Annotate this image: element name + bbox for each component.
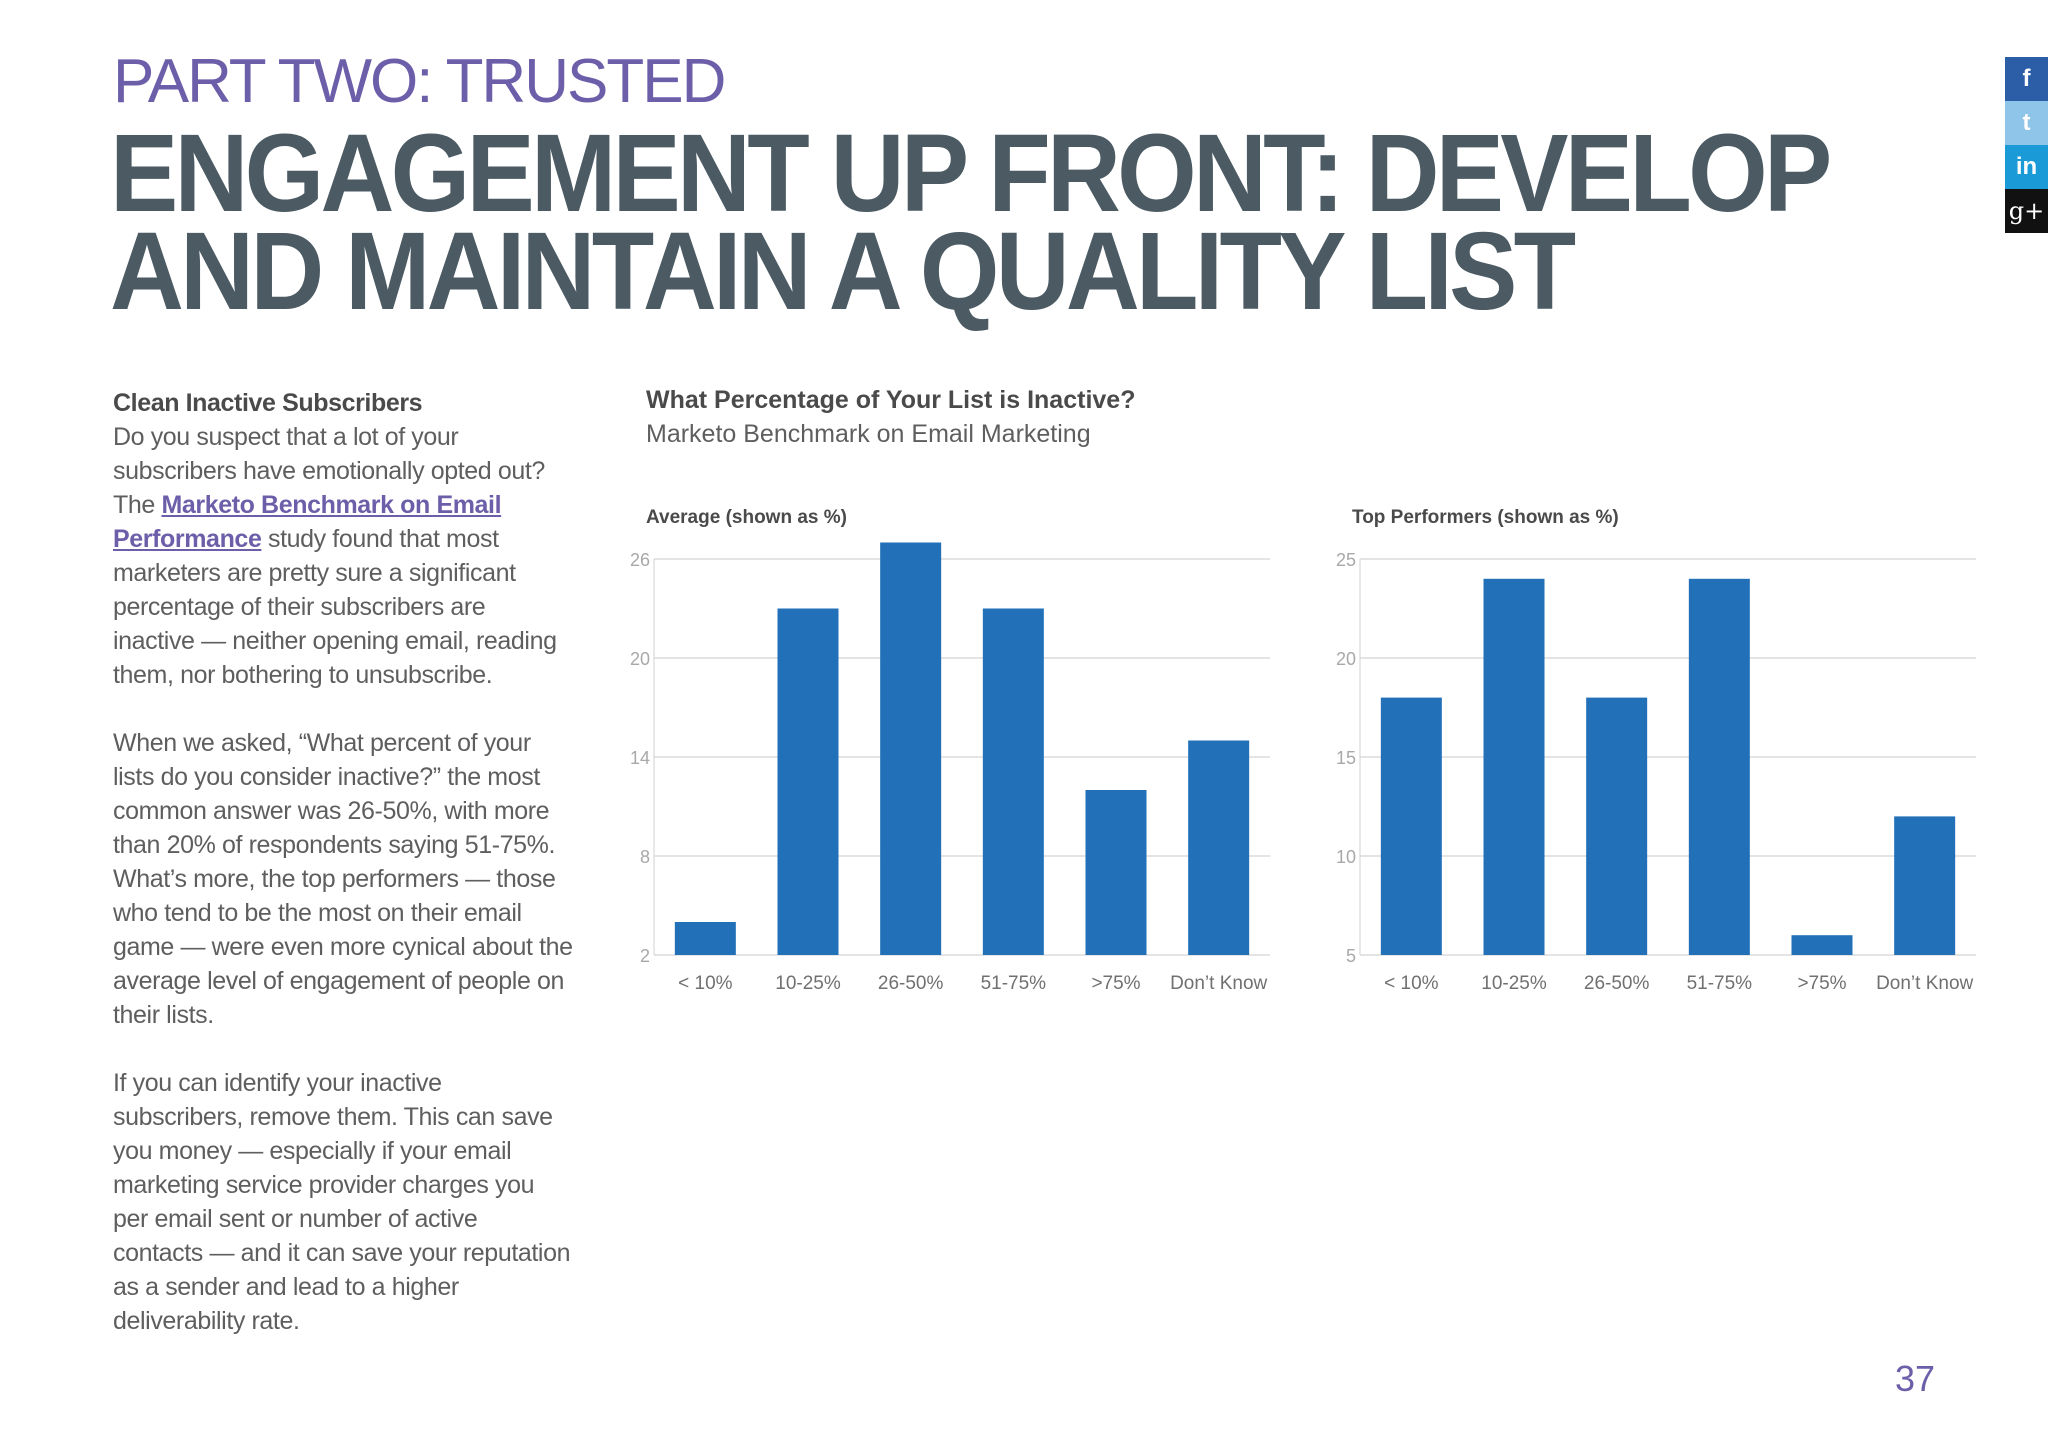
bar: [1483, 578, 1545, 955]
paragraph-3: If you can identify your inactive subscr…: [113, 1069, 571, 1335]
bar: [777, 608, 839, 955]
x-tick-label: >75%: [1091, 973, 1140, 994]
x-tick-label: < 10%: [1384, 973, 1439, 994]
section-kicker: PART TWO: TRUSTED: [113, 47, 726, 116]
bar: [1688, 578, 1750, 955]
bar: [1380, 697, 1442, 955]
y-tick-label: 20: [630, 649, 650, 669]
page-number: 37: [1895, 1358, 1936, 1399]
y-tick-label: 20: [1336, 649, 1356, 669]
social-share-bar: f t in g+: [2005, 57, 2048, 233]
x-tick-label: 26-50%: [878, 973, 944, 994]
twitter-icon[interactable]: t: [2005, 101, 2048, 145]
y-tick-label: 15: [1336, 748, 1356, 768]
y-tick-label: 8: [640, 847, 650, 867]
x-tick-label: 10-25%: [775, 973, 841, 994]
bar: [674, 922, 736, 955]
bar: [880, 542, 942, 955]
y-tick-label: 10: [1336, 847, 1356, 867]
facebook-icon[interactable]: f: [2005, 57, 2048, 101]
x-tick-label: Don’t Know: [1876, 973, 1973, 994]
headline-line-1: ENGAGEMENT UP FRONT: DEVELOP: [110, 112, 1832, 235]
bar: [982, 608, 1044, 955]
bar: [1791, 935, 1853, 955]
chart-1-title: Average (shown as %): [646, 507, 847, 528]
y-tick-label: 14: [630, 748, 650, 768]
section-heading: Clean Inactive Subscribers: [113, 389, 423, 417]
benchmark-link[interactable]: Marketo Benchmark on Email Performance: [113, 491, 502, 553]
x-tick-label: 51-75%: [981, 973, 1047, 994]
chart-title: What Percentage of Your List is Inactive…: [646, 386, 1136, 414]
p1-text-after: study found that most marketers are pret…: [113, 525, 557, 689]
y-tick-label: 26: [630, 550, 650, 570]
chart-subtitle: Marketo Benchmark on Email Marketing: [646, 420, 1091, 448]
bar: [1894, 816, 1956, 955]
headline-line-2: AND MAINTAIN A QUALITY LIST: [110, 210, 1576, 333]
bar: [1586, 697, 1648, 955]
bar-charts: Average (shown as %) 2 8 14 20 26 < 10% 10-25% 2…: [630, 507, 1976, 994]
y-tick-label: 2: [640, 946, 650, 966]
paragraph-2: When we asked, “What percent of your lis…: [113, 729, 573, 1029]
x-tick-label: Don’t Know: [1170, 973, 1267, 994]
chart-2-title: Top Performers (shown as %): [1352, 507, 1619, 528]
bar: [1085, 790, 1147, 955]
x-tick-label: 26-50%: [1584, 973, 1650, 994]
paragraph-1: Clean Inactive Subscribers Do you suspect…: [113, 386, 573, 692]
y-tick-label: 25: [1336, 550, 1356, 570]
googleplus-icon[interactable]: g+: [2005, 189, 2048, 233]
linkedin-icon[interactable]: in: [2005, 145, 2048, 189]
x-tick-label: 10-25%: [1481, 973, 1547, 994]
x-tick-label: >75%: [1797, 973, 1846, 994]
bar: [1188, 740, 1250, 955]
y-tick-label: 5: [1346, 946, 1356, 966]
x-tick-label: < 10%: [678, 973, 733, 994]
p1-text-before: Do you suspect that a lot of your subscr…: [113, 423, 545, 519]
page-headline: ENGAGEMENT UP FRONT: DEVELOP AND MAINTAI…: [110, 112, 1832, 333]
body-column: Clean Inactive Subscribers Do you suspect…: [113, 386, 573, 1372]
x-tick-label: 51-75%: [1687, 973, 1753, 994]
